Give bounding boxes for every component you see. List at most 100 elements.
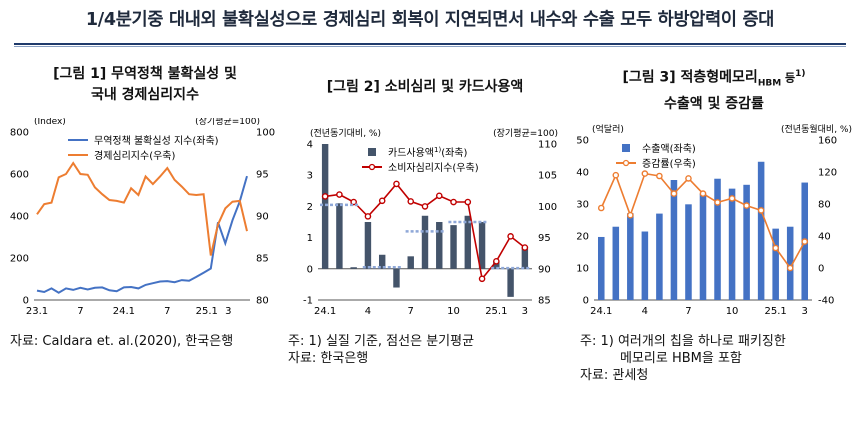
panel1-title-line1: [그림 1] 무역정책 불확실성 및 bbox=[53, 66, 237, 82]
panel3-title-sup: 1) bbox=[795, 69, 806, 79]
chart-2-plot: (전년동기대비, %) (장기평균=100) -1 0 1 2 3 4 85 90 95 100 105… bbox=[303, 128, 558, 317]
y-left-tick-label-1: 0 bbox=[307, 264, 313, 275]
panel1-title-line2: 국내 경제심리지수 bbox=[91, 87, 199, 103]
y-left-tick-label-3: 600 bbox=[10, 170, 29, 181]
point-1 bbox=[612, 171, 620, 179]
chart-3-plot: (억달러) (전년동월대비, %) 0 10 20 30 40 50 -40 0 40 80 120 16… bbox=[576, 123, 852, 317]
point-5 bbox=[393, 180, 400, 188]
bar-10 bbox=[743, 184, 750, 300]
bar-8 bbox=[714, 178, 721, 300]
x-tick-label-1: 4 bbox=[365, 306, 371, 317]
headline: 1/4분기중 대내외 불확실성으로 경제심리 회복이 지연되면서 내수와 수출 … bbox=[85, 10, 775, 30]
point-11 bbox=[757, 207, 765, 214]
point-0 bbox=[321, 193, 329, 200]
point-8 bbox=[435, 192, 443, 200]
panel2-title: [그림 2] 소비심리 및 카드사용액 bbox=[290, 77, 560, 98]
bar-4 bbox=[656, 213, 663, 300]
y-left-tick-label-2: 1 bbox=[307, 233, 313, 244]
bar-13 bbox=[507, 268, 514, 297]
bar-12 bbox=[493, 261, 500, 269]
point-7 bbox=[699, 190, 707, 197]
legend-marker-1 bbox=[368, 163, 376, 171]
x-tick-label-2: 7 bbox=[408, 306, 414, 317]
bar-5 bbox=[670, 180, 678, 300]
legend-label-name-1: 증감률(우축) bbox=[642, 158, 696, 170]
y-right-tick-label-3: 95 bbox=[256, 170, 269, 181]
panel2-note-source: 자료: 한국은행 bbox=[288, 351, 369, 366]
point-13 bbox=[786, 264, 794, 272]
legend-label-1: 증감률(우축) bbox=[642, 158, 696, 170]
chart-1-left-unit: (Index) bbox=[34, 118, 66, 127]
point-3 bbox=[641, 170, 649, 177]
bar-0 bbox=[597, 236, 605, 300]
series-line-0 bbox=[36, 175, 248, 294]
y-left-tick-label-2: 20 bbox=[576, 232, 589, 243]
y-left-tick-label-4: 3 bbox=[307, 171, 313, 182]
bar-4 bbox=[378, 254, 386, 269]
y-left-tick-label-0: 0 bbox=[23, 296, 29, 307]
legend-swatch-0 bbox=[622, 144, 630, 152]
bar-7 bbox=[699, 193, 707, 300]
y-left-tick-label-2: 400 bbox=[10, 212, 29, 223]
panel1-note-source: 자료: Caldara et. al.(2020), 한국은행 bbox=[10, 334, 234, 349]
x-tick-label-0: 24.1 bbox=[590, 306, 612, 317]
legend-label-name-0: 카드사용액 bbox=[388, 147, 434, 159]
point-11 bbox=[478, 275, 486, 283]
bar-6 bbox=[407, 256, 414, 269]
panel2-note-1: 주: 1) 실질 기준, 점선은 분기평균 bbox=[288, 334, 475, 349]
point-5 bbox=[670, 190, 678, 197]
y-left-tick-label-5: 4 bbox=[307, 140, 313, 151]
x-tick-label-2: 7 bbox=[685, 306, 691, 317]
chart-1-right-unit: (장기평균=100) bbox=[195, 118, 260, 127]
y-left-tick-label-4: 40 bbox=[576, 168, 589, 179]
point-2 bbox=[350, 198, 357, 206]
legend-label-name-1: 경제심리지수(우축) bbox=[94, 149, 176, 162]
y-left-tick-label-0: -1 bbox=[303, 296, 313, 307]
x-tick-label-2: 24.1 bbox=[113, 306, 135, 317]
legend-label-1: 경제심리지수(우축) bbox=[94, 149, 176, 162]
panel1-title: [그림 1] 무역정책 불확실성 및 국내 경제심리지수 bbox=[10, 64, 280, 106]
y-left-tick-label-1: 200 bbox=[10, 254, 29, 265]
y-left-tick-label-3: 30 bbox=[576, 200, 589, 211]
y-left-tick-label-0: 0 bbox=[583, 296, 589, 307]
point-14 bbox=[521, 244, 529, 251]
point-4 bbox=[656, 172, 663, 180]
y-right-tick-label-4: 120 bbox=[818, 168, 837, 179]
legend-swatch-0 bbox=[368, 148, 376, 156]
chart-1: (Index) (장기평균=100) 0 200 400 600 800 80 85 90 95 10… bbox=[10, 118, 275, 317]
chart-3: (억달러) (전년동월대비, %) 0 10 20 30 40 50 -40 0 40 80 120 16… bbox=[576, 123, 852, 317]
y-right-tick-label-2: 40 bbox=[818, 232, 831, 243]
legend-label-sup-0: 1) bbox=[434, 146, 441, 154]
x-tick-label-5: 3 bbox=[225, 306, 231, 317]
chart-3-right-unit: (전년동월대비, %) bbox=[781, 123, 852, 135]
chart-2-right-unit: (장기평균=100) bbox=[493, 128, 558, 139]
y-left-tick-label-5: 50 bbox=[576, 136, 589, 147]
y-left-tick-label-3: 2 bbox=[307, 202, 313, 213]
point-7 bbox=[421, 203, 429, 210]
bar-1 bbox=[336, 203, 343, 269]
chart-1-plot: (Index) (장기평균=100) 0 200 400 600 800 80 85 90 95 10… bbox=[10, 118, 275, 317]
point-10 bbox=[743, 202, 750, 209]
bar-2 bbox=[350, 267, 357, 269]
chart-2: (전년동기대비, %) (장기평균=100) -1 0 1 2 3 4 85 90 95 100 105… bbox=[303, 128, 558, 317]
bar-12 bbox=[772, 228, 779, 300]
legend-label-name-0: 수출액(좌축) bbox=[642, 143, 696, 155]
y-right-tick-label-3: 80 bbox=[818, 200, 831, 211]
panel1-notes: 자료: Caldara et. al.(2020), 한국은행 bbox=[10, 333, 233, 350]
x-tick-label-0: 24.1 bbox=[314, 306, 336, 317]
bar-8 bbox=[436, 222, 443, 269]
bar-11 bbox=[757, 161, 765, 300]
chart-3-left-unit: (억달러) bbox=[592, 123, 624, 135]
bar-2 bbox=[627, 213, 634, 300]
headline-rule bbox=[14, 43, 846, 45]
y-right-tick-label-4: 100 bbox=[256, 128, 275, 139]
panel2-title-line1: [그림 2] 소비심리 및 카드사용액 bbox=[326, 79, 524, 95]
point-6 bbox=[685, 175, 692, 182]
y-right-tick-label-0: -40 bbox=[818, 296, 834, 307]
panel3-title-line2: 수출액 및 증감률 bbox=[664, 96, 764, 113]
bar-3 bbox=[364, 222, 372, 269]
y-right-tick-label-0: 85 bbox=[538, 296, 551, 307]
y-left-tick-label-1: 10 bbox=[576, 264, 589, 275]
panel3-title-sub: HBM bbox=[757, 78, 782, 89]
y-right-tick-label-2: 95 bbox=[538, 233, 551, 244]
